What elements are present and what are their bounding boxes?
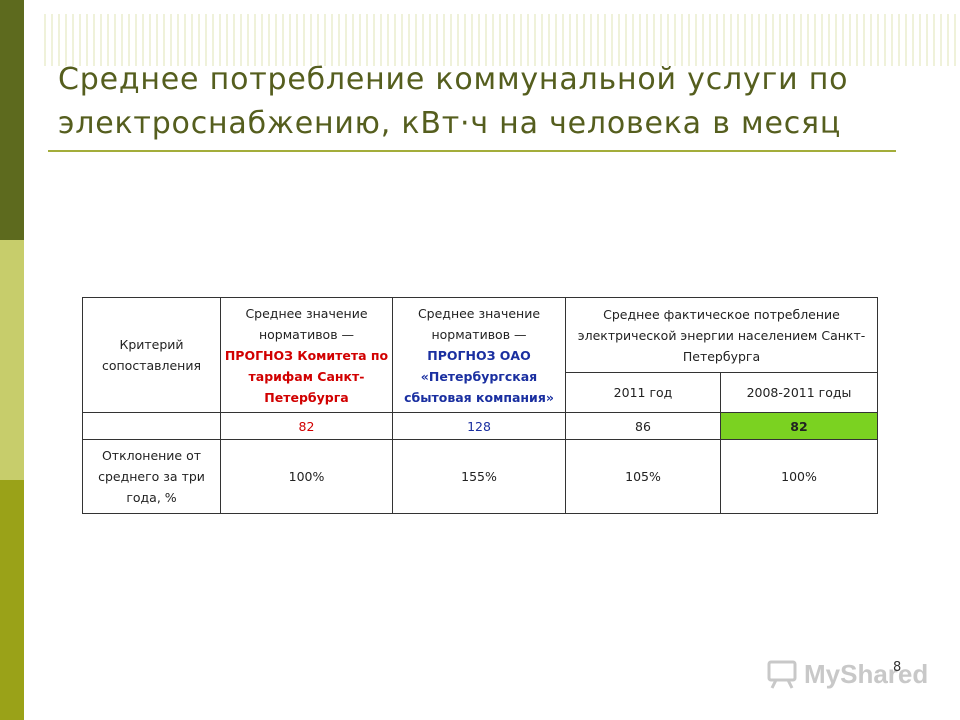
col2-header: Среднее значение нормативов — ПРОГНОЗ ОА…: [392, 297, 566, 413]
title-underline: [48, 150, 896, 152]
deviation-cell-committee: 100%: [220, 439, 393, 514]
value-cell-committee: 82: [220, 412, 393, 440]
deviation-cell-company: 155%: [392, 439, 566, 514]
col2-source: ПРОГНОЗ ОАО «Петербургская сбытовая комп…: [404, 347, 554, 405]
col1-intro: Среднее значение нормативов —: [245, 305, 368, 342]
value-cell-2008-2011: 82: [720, 412, 878, 440]
value-cell-company: 128: [392, 412, 566, 440]
decorative-stripes: [44, 14, 960, 66]
watermark-logo: MyShared: [766, 656, 928, 692]
table-subheader-row: 2011 год 2008-2011 годы: [83, 372, 878, 413]
table-row-values: 82 128 86 82: [82, 412, 878, 440]
comparison-table: Критерий сопоставления Среднее значение …: [82, 297, 878, 514]
deviation-cell-2008-2011: 100%: [720, 439, 878, 514]
deviation-label: Отклонение от среднего за три года, %: [82, 439, 221, 514]
value-cell-2011: 86: [565, 412, 721, 440]
page-number: 8: [893, 660, 902, 675]
sidebar-bar-top: [0, 0, 24, 240]
sidebar-bar-middle: [0, 240, 24, 480]
sidebar-bar-bottom: [0, 480, 24, 720]
table-header-row: Критерий сопоставления Среднее значение …: [82, 297, 878, 413]
subheader-2008-2011: 2008-2011 годы: [720, 372, 878, 413]
col1-header: Среднее значение нормативов — ПРОГНОЗ Ко…: [220, 297, 393, 413]
col2-intro: Среднее значение нормативов —: [417, 305, 541, 342]
actual-consumption-header: Среднее фактическое потребление электрич…: [565, 297, 878, 373]
deviation-cell-2011: 105%: [565, 439, 721, 514]
slide-title: Среднее потребление коммунальной услуги …: [58, 62, 849, 141]
presentation-board-icon: [767, 660, 797, 689]
table-row-deviation: Отклонение от среднего за три года, % 10…: [82, 439, 878, 514]
watermark-brand: MyShared: [804, 658, 929, 689]
col1-source: ПРОГНОЗ Комитета по тарифам Санкт-Петерб…: [224, 347, 389, 405]
subheader-2011: 2011 год: [565, 372, 721, 413]
criterion-header: Критерий сопоставления: [82, 297, 221, 413]
empty-cell: [82, 412, 221, 440]
